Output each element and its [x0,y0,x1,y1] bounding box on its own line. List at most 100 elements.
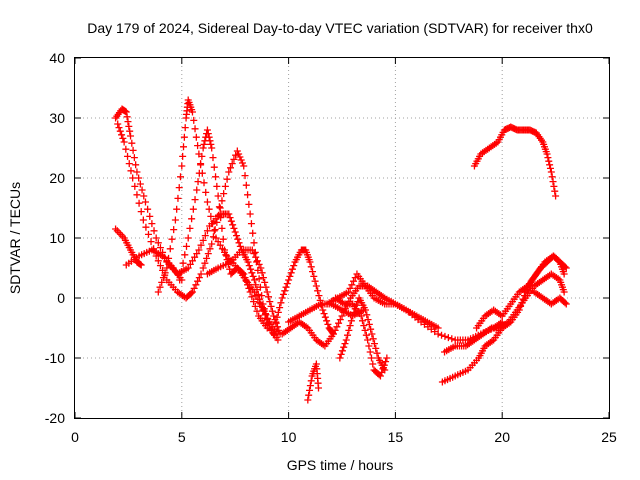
data-point [258,292,266,300]
data-point [180,143,188,151]
data-point [314,287,322,295]
data-point [252,281,260,289]
data-point [434,324,442,332]
data-point [198,152,206,160]
data-point [203,227,211,235]
data-point [219,235,227,243]
data-point [122,145,130,153]
data-point [194,277,202,285]
data-point [262,310,270,318]
data-point [270,330,278,338]
data-point [221,246,229,254]
data-point [376,372,384,380]
data-point [181,124,189,132]
data-point [137,208,145,216]
data-point [146,212,154,220]
data-point [244,281,252,289]
data-point [278,294,286,302]
y-tick-label: 40 [49,50,65,66]
data-point [225,168,233,176]
data-point [214,238,222,246]
data-point [199,236,207,244]
series-track-c [154,96,278,338]
data-point [346,284,354,292]
data-point [129,174,137,182]
series-track-q [441,270,568,356]
data-point [188,215,196,223]
data-point [138,186,146,194]
data-point [178,162,186,170]
data-point [221,182,229,190]
data-point [144,230,152,238]
data-point [253,257,261,265]
x-tick-label: 25 [601,429,617,445]
data-point [273,323,281,331]
data-point [234,235,242,243]
data-point [154,288,162,296]
data-point [285,276,293,284]
data-point [277,299,285,307]
data-point [363,311,371,319]
data-point [211,226,219,234]
data-point [560,288,568,296]
data-point [229,221,237,229]
y-tick-label: 20 [49,170,65,186]
data-point [281,287,289,295]
data-point [225,210,233,218]
data-point [124,118,132,126]
data-point [197,270,205,278]
data-point [257,264,265,272]
data-point [237,156,245,164]
data-point [245,284,253,292]
data-point [195,246,203,254]
data-point [189,205,197,213]
data-point [268,307,276,315]
series-track-e [199,147,282,344]
data-point [256,299,264,307]
x-tick-label: 0 [71,429,79,445]
data-point [129,146,137,154]
data-point [166,245,174,253]
data-point [290,262,298,270]
data-point [309,268,317,276]
data-point [181,251,189,259]
data-point [152,234,160,242]
data-point [209,154,217,162]
data-point [118,131,126,139]
data-point [304,396,312,404]
data-point [274,308,282,316]
data-point [197,161,205,169]
data-point [212,173,220,181]
data-point [201,259,209,267]
data-point [367,325,375,333]
data-point [253,307,261,315]
data-point [366,348,374,356]
data-point [272,318,280,326]
data-point [255,260,263,268]
data-point [370,340,378,348]
x-tick-label: 15 [388,429,404,445]
data-point [156,244,164,252]
data-point [236,242,244,250]
data-point [191,253,199,261]
data-point [379,365,387,373]
data-point [274,336,282,344]
data-point [310,272,318,280]
data-point [259,300,267,308]
data-point [213,182,221,190]
data-point [188,257,196,265]
data-point [232,151,240,159]
data-point [135,174,143,182]
data-point [179,152,187,160]
data-point [195,169,203,177]
data-point [331,326,339,334]
data-point [173,205,181,213]
data-point [214,192,222,200]
data-point [232,232,240,240]
series-track-g [122,246,186,284]
data-point [275,326,283,334]
data-point [240,162,248,170]
data-point [347,317,355,325]
data-point [235,239,243,247]
